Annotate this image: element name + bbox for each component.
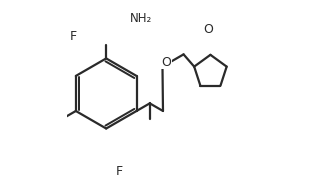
Text: F: F — [70, 30, 77, 43]
Text: F: F — [116, 165, 123, 178]
Text: O: O — [162, 55, 171, 69]
Text: O: O — [204, 23, 213, 36]
Text: NH₂: NH₂ — [130, 12, 152, 25]
